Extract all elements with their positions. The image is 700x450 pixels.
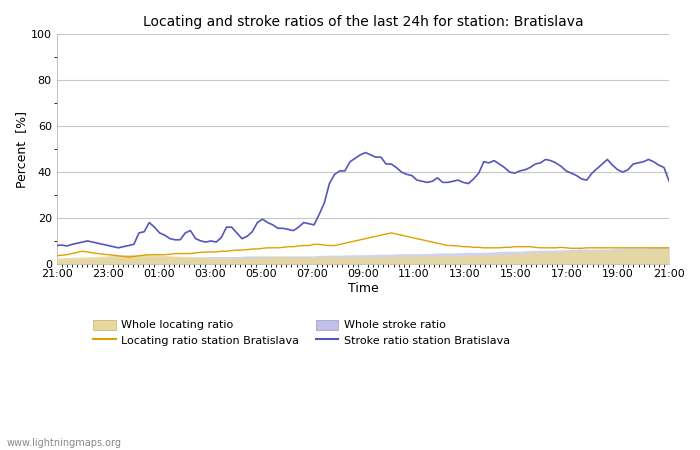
Text: www.lightningmaps.org: www.lightningmaps.org	[7, 438, 122, 448]
X-axis label: Time: Time	[347, 282, 378, 294]
Y-axis label: Percent  [%]: Percent [%]	[15, 111, 28, 188]
Title: Locating and stroke ratios of the last 24h for station: Bratislava: Locating and stroke ratios of the last 2…	[143, 15, 583, 29]
Legend: Whole locating ratio, Locating ratio station Bratislava, Whole stroke ratio, Str: Whole locating ratio, Locating ratio sta…	[94, 320, 510, 346]
